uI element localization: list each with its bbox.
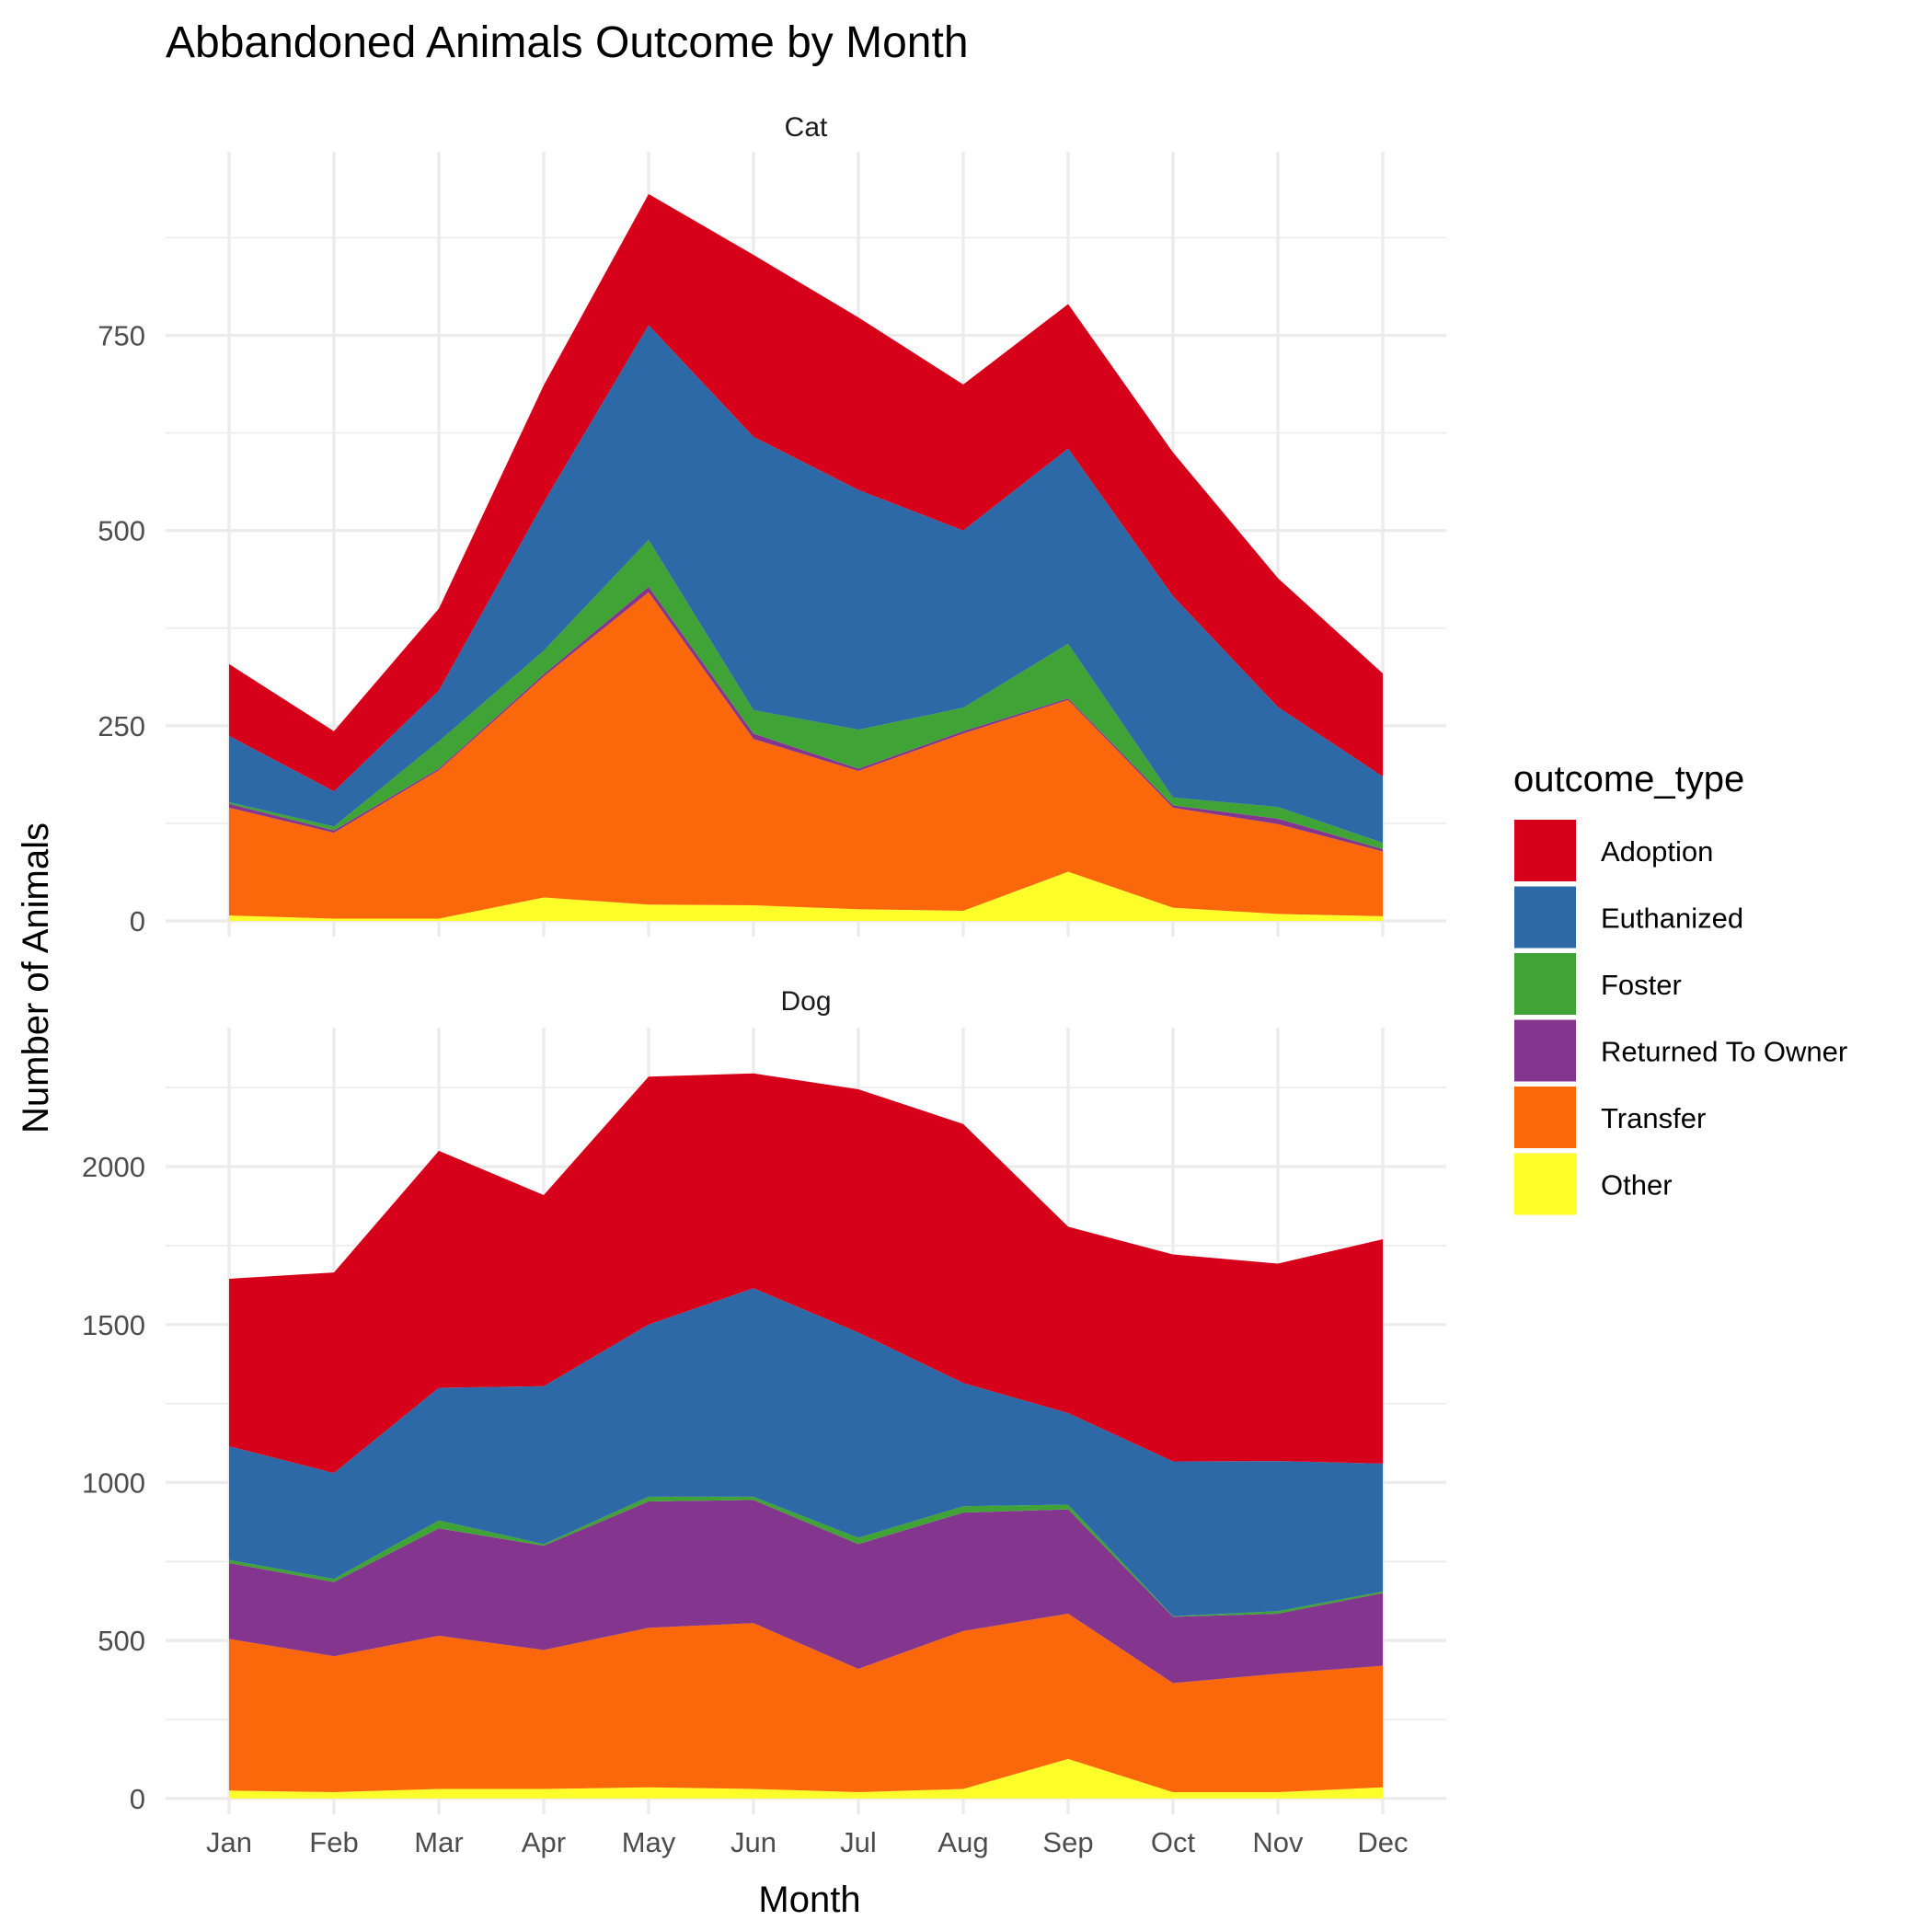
legend-swatch bbox=[1512, 1085, 1578, 1150]
legend-item-transfer: Transfer bbox=[1512, 1085, 1706, 1150]
x-tick-label: Mar bbox=[414, 1826, 463, 1858]
area-adoption bbox=[229, 193, 1383, 792]
legend-item-euthanized: Euthanized bbox=[1512, 884, 1743, 950]
legend-swatch bbox=[1512, 951, 1578, 1017]
x-tick-label: Jul bbox=[840, 1826, 877, 1858]
y-tick-label: 500 bbox=[98, 515, 145, 547]
y-tick-label: 250 bbox=[98, 710, 145, 742]
panel-cat: Cat 0 250 500 750 bbox=[98, 112, 1446, 937]
area-returned-to-owner bbox=[229, 1500, 1383, 1684]
area-transfer bbox=[229, 1613, 1383, 1792]
legend: outcome_type Adoption Euthanized Foster Ret… bbox=[1512, 759, 1847, 1217]
y-tick-label: 2000 bbox=[82, 1151, 145, 1183]
facet-label: Dog bbox=[780, 986, 831, 1017]
legend-label: Transfer bbox=[1601, 1102, 1706, 1134]
x-tick-label: Dec bbox=[1357, 1826, 1408, 1858]
panel-dog: Dog 0 500 1000 1500 2000 bbox=[82, 986, 1446, 1815]
y-axis-title: Number of Animals bbox=[16, 822, 56, 1133]
area-returned-to-owner bbox=[229, 586, 1383, 852]
legend-label: Adoption bbox=[1601, 835, 1713, 868]
facet-label: Cat bbox=[785, 112, 828, 143]
legend-swatch bbox=[1512, 1151, 1578, 1217]
y-tick-label: 1000 bbox=[82, 1466, 145, 1499]
x-tick-label: Apr bbox=[522, 1826, 566, 1858]
x-tick-label: May bbox=[622, 1826, 676, 1858]
x-tick-label: Jan bbox=[206, 1826, 252, 1858]
chart-title: Abbandoned Animals Outcome by Month bbox=[166, 18, 969, 67]
x-tick-label: Feb bbox=[309, 1826, 358, 1858]
area-transfer bbox=[229, 592, 1383, 919]
y-tick-label: 0 bbox=[130, 1783, 145, 1815]
y-tick-label: 500 bbox=[98, 1625, 145, 1657]
legend-title: outcome_type bbox=[1513, 759, 1744, 799]
legend-label: Foster bbox=[1601, 969, 1682, 1001]
y-tick-label: 750 bbox=[98, 319, 145, 351]
legend-item-returned-to-owner: Returned To Owner bbox=[1512, 1018, 1847, 1084]
x-tick-label: Sep bbox=[1042, 1826, 1093, 1858]
y-tick-label: 1500 bbox=[82, 1309, 145, 1341]
legend-label: Other bbox=[1601, 1169, 1673, 1202]
y-tick-label: 0 bbox=[130, 905, 145, 937]
x-tick-label: Nov bbox=[1252, 1826, 1304, 1858]
x-axis-title: Month bbox=[758, 1880, 860, 1920]
area-other bbox=[229, 1758, 1383, 1799]
x-tick-label: Aug bbox=[937, 1826, 988, 1858]
area-other bbox=[229, 871, 1383, 922]
legend-item-other: Other bbox=[1512, 1151, 1673, 1217]
area-foster bbox=[229, 1496, 1383, 1617]
legend-swatch bbox=[1512, 884, 1578, 950]
legend-label: Euthanized bbox=[1601, 903, 1743, 935]
area-euthanized bbox=[229, 325, 1383, 844]
area-adoption bbox=[229, 1073, 1383, 1474]
area-euthanized bbox=[229, 1288, 1383, 1616]
x-tick-label: Jun bbox=[730, 1826, 776, 1858]
legend-item-adoption: Adoption bbox=[1512, 818, 1713, 883]
legend-item-foster: Foster bbox=[1512, 951, 1682, 1017]
legend-label: Returned To Owner bbox=[1601, 1036, 1847, 1068]
x-tick-label: Oct bbox=[1151, 1826, 1196, 1858]
legend-swatch bbox=[1512, 818, 1578, 883]
legend-swatch bbox=[1512, 1018, 1578, 1084]
area-foster bbox=[229, 539, 1383, 849]
